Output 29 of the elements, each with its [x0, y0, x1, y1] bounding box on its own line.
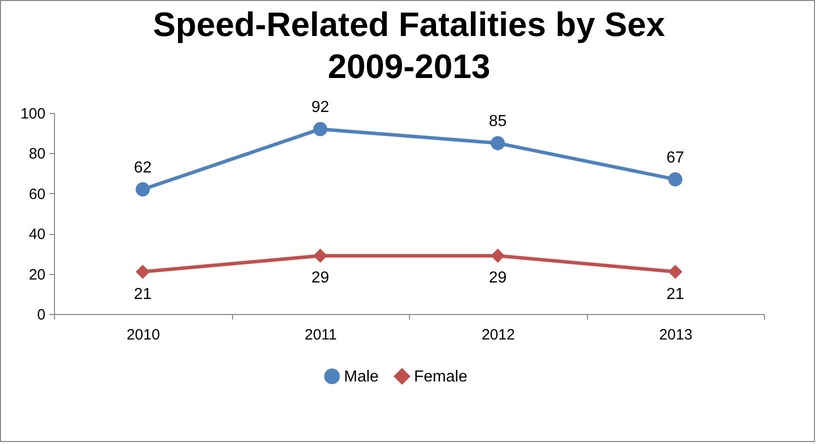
point	[313, 248, 328, 263]
point	[490, 248, 505, 263]
x-tick-label: 2010	[126, 326, 160, 344]
y-tick-label: 100	[20, 106, 46, 122]
x-tick-label: 2011	[304, 326, 337, 344]
y-tick-label: 0	[37, 306, 46, 324]
point	[668, 172, 682, 186]
point	[136, 182, 150, 196]
data-label: 21	[666, 286, 684, 303]
data-label: 29	[311, 270, 330, 287]
x-tick-label: 2012	[482, 326, 515, 344]
point	[668, 264, 682, 279]
data-label: 62	[134, 159, 152, 176]
data-label: 67	[666, 149, 684, 166]
legend-label: Female	[414, 368, 468, 386]
point	[136, 264, 150, 279]
data-label: 21	[134, 286, 152, 303]
point	[313, 122, 328, 136]
chart-title: Speed-Related Fatalities by Sex 2009-2013	[152, 6, 666, 86]
x-tick-label: 2013	[659, 326, 692, 344]
legend-label: Male	[344, 368, 379, 386]
y-tick-label: 40	[28, 226, 46, 244]
point	[490, 136, 505, 150]
y-tick-label: 60	[28, 186, 46, 203]
data-label: 29	[488, 270, 507, 287]
y-tick-label: 80	[28, 146, 46, 163]
data-label: 85	[488, 113, 507, 130]
data-label: 92	[311, 99, 330, 116]
y-tick-label: 20	[28, 266, 46, 284]
